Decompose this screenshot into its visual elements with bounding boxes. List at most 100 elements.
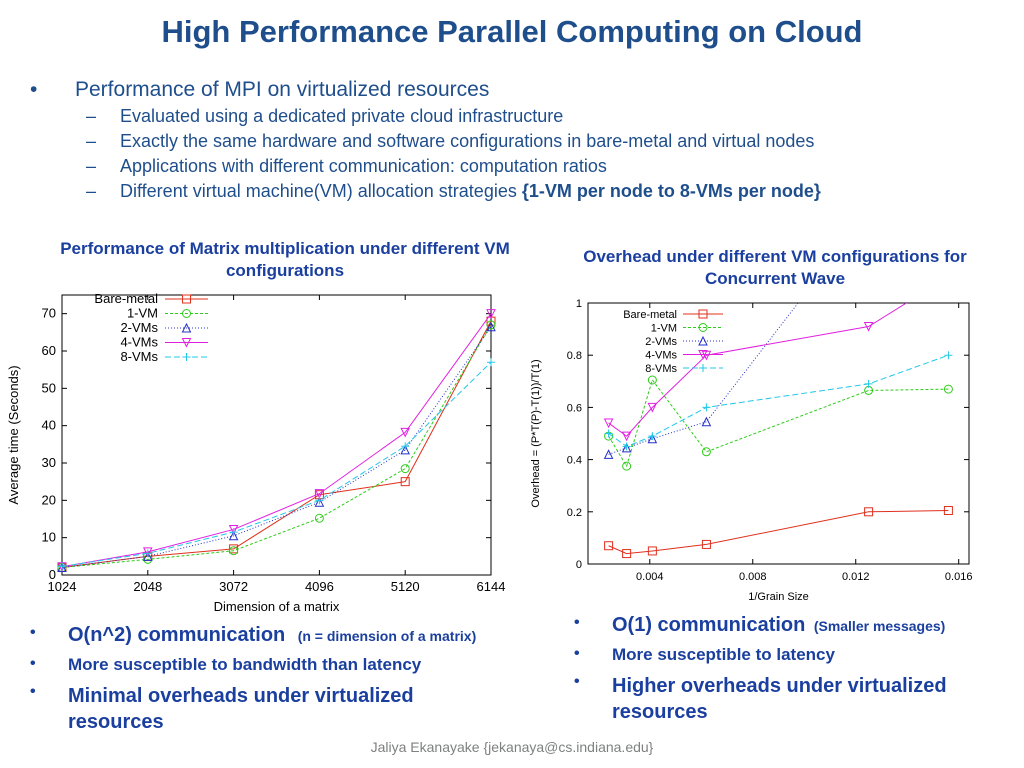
data-point	[701, 416, 712, 427]
legend-label: 1-VM	[651, 323, 677, 335]
data-point	[229, 528, 238, 537]
legend-label: Bare-metal	[94, 291, 158, 306]
data-point	[864, 379, 873, 388]
left-point-main: More susceptible to bandwidth than laten…	[68, 655, 422, 674]
data-point	[648, 432, 657, 441]
legend-marker	[698, 350, 708, 360]
data-point	[622, 461, 632, 471]
data-point	[701, 447, 711, 457]
left-point: • O(n^2) communication (n = dimension of…	[30, 624, 530, 647]
right-point-main: More susceptible to latency	[612, 645, 835, 664]
y-tick-label: 0.4	[567, 455, 582, 467]
legend-marker	[698, 309, 708, 319]
data-point	[622, 549, 632, 559]
legend-marker	[181, 338, 192, 348]
concurrent-wave-overhead-chart: 0.004 0.008 0.012 0.016 0 0.2 0.4 0.6 0.8 1 1/Grai…	[530, 298, 972, 603]
data-point	[647, 433, 658, 444]
series-line	[608, 354, 949, 448]
data-point	[228, 530, 239, 541]
right-point: • More susceptible to latency	[574, 645, 1014, 665]
series-line	[608, 509, 949, 555]
left-points: • O(n^2) communication (n = dimension of…	[30, 624, 530, 743]
left-point-main: Minimal overheads under virtualized reso…	[68, 685, 414, 733]
data-point	[647, 546, 657, 556]
series-line	[608, 378, 949, 468]
legend-label: 1-VM	[127, 306, 158, 321]
sub-bullet: – Different virtual machine(VM) allocati…	[30, 181, 1010, 202]
data-point	[864, 507, 874, 517]
data-point	[701, 539, 711, 549]
main-bullet: • Performance of MPI on virtualized reso…	[30, 78, 1010, 102]
y-tick-label: 60	[42, 343, 56, 358]
legend-marker	[698, 335, 708, 346]
data-point	[315, 496, 324, 505]
dash-icon: –	[86, 156, 97, 176]
right-point: • O(1) communication (Smaller messages)	[574, 614, 1014, 637]
data-point	[142, 547, 153, 557]
right-point: • Higher overheads under virtualized res…	[574, 673, 1012, 725]
data-point	[400, 477, 410, 487]
x-axis-label: Dimension of a matrix	[214, 599, 340, 614]
legend-label: 4-VMs	[645, 350, 677, 362]
data-point	[647, 375, 657, 385]
bullet-dot-icon: •	[30, 683, 36, 700]
data-point	[604, 541, 614, 551]
series-line	[62, 313, 491, 568]
data-point	[621, 442, 632, 453]
left-point-small: (n = dimension of a matrix)	[297, 628, 477, 644]
data-point	[401, 442, 410, 451]
main-bullet-text: Performance of MPI on virtualized resour…	[75, 78, 490, 101]
sub-bullet: – Applications with different communicat…	[30, 156, 1010, 177]
sub-bullet-bold-text: {1-VM per node to 8-VMs per node}	[521, 181, 821, 201]
bullet-dot-icon: •	[30, 624, 36, 641]
x-tick-label: 0.008	[739, 571, 767, 583]
data-point	[143, 549, 152, 558]
left-point: • Minimal overheads under virtualized re…	[30, 683, 488, 735]
y-tick-label: 0	[576, 559, 582, 571]
x-tick-label: 1024	[48, 579, 77, 594]
y-tick-label: 40	[42, 418, 56, 433]
legend-marker	[182, 294, 191, 304]
sub-bullet-text: Applications with different communicatio…	[120, 156, 607, 176]
legend-marker	[181, 322, 192, 333]
y-tick-label: 10	[42, 530, 56, 545]
y-tick-label: 0.8	[567, 350, 582, 362]
right-points: • O(1) communication (Smaller messages) …	[574, 614, 1014, 733]
y-tick-label: 0	[49, 567, 56, 582]
y-axis-label: Average time (Seconds)	[6, 365, 21, 504]
bullet-dot-icon: •	[574, 673, 580, 690]
data-point	[400, 444, 411, 455]
legend-label: 8-VMs	[645, 363, 677, 375]
x-tick-label: 0.012	[842, 571, 870, 583]
data-point	[863, 321, 874, 332]
data-point	[647, 402, 658, 413]
x-tick-label: 5120	[391, 579, 420, 594]
legend-marker	[182, 309, 191, 318]
y-tick-label: 1	[576, 298, 582, 310]
bullet-dot-icon: •	[30, 655, 36, 672]
matrix-multiplication-chart: 1024 2048 3072 4096 5120 6144 0 10 20 30 40 50 60 70 D…	[6, 291, 506, 614]
intro-bullets: • Performance of MPI on virtualized reso…	[30, 78, 1010, 206]
sub-bullet-text: Exactly the same hardware and software c…	[120, 131, 815, 151]
data-point	[400, 427, 411, 438]
y-tick-label: 20	[42, 492, 56, 507]
footer-credit: Jaliya Ekanayake {jekanaya@cs.indiana.ed…	[370, 739, 654, 755]
data-point	[622, 442, 631, 451]
data-point	[943, 384, 953, 394]
bullet-dot-icon: •	[30, 78, 38, 101]
data-point	[487, 358, 495, 367]
y-tick-label: 0.6	[567, 402, 582, 414]
data-point	[486, 320, 496, 330]
series-line	[62, 324, 491, 569]
data-point	[58, 562, 66, 571]
x-tick-label: 6144	[477, 579, 506, 594]
right-chart-caption: Overhead under different VM configuratio…	[583, 247, 967, 288]
legend-label: 8-VMs	[120, 349, 158, 364]
data-point	[142, 551, 153, 561]
right-point-main: Higher overheads under virtualized resou…	[612, 675, 947, 723]
legend-marker	[698, 323, 708, 332]
slide-title: High Performance Parallel Computing on C…	[161, 14, 863, 49]
right-point-small: (Smaller messages)	[813, 618, 946, 634]
sub-bullet-text: Evaluated using a dedicated private clou…	[120, 106, 564, 126]
left-chart-caption: Performance of Matrix multiplication und…	[60, 239, 510, 280]
